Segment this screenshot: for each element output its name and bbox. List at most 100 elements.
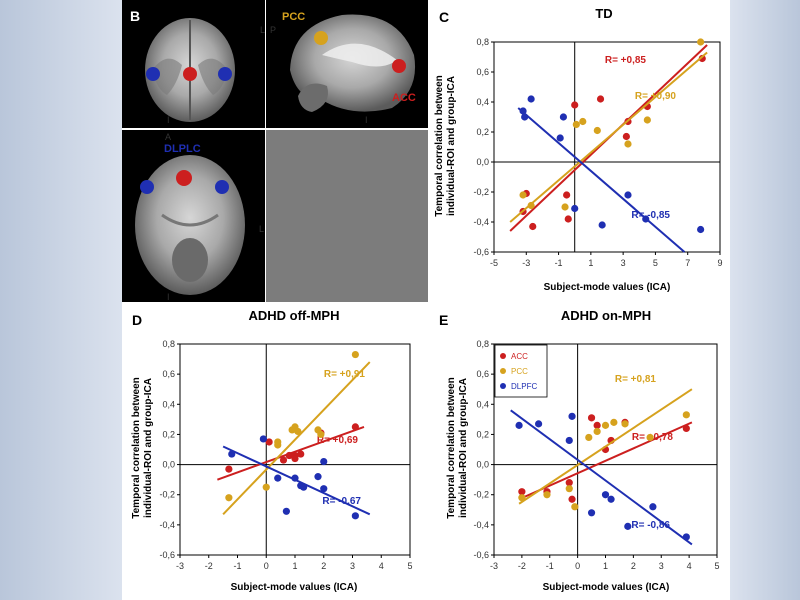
plot-e-dlpfc-point: [682, 533, 690, 541]
acc-roi-marker-axial: [176, 170, 192, 186]
plot-d-frame: [179, 343, 411, 556]
plot-d-dlpfc-point: [314, 473, 322, 481]
figure-svg: B L I PCC ACC P I DLPLC A L I -5 -3 -1 1 3 5 7…: [122, 0, 723, 593]
plot-d-pcc-point: [225, 494, 233, 502]
plot-e-ytick-label: 0,4: [476, 399, 489, 409]
plot-e-dlpfc-regression-line: [510, 409, 693, 546]
plot-c-pcc-point: [527, 201, 535, 210]
plot-d-dlpfc-point: [300, 483, 308, 491]
plot-c-pcc-point: [561, 203, 569, 211]
plot-e-dlpfc-point: [587, 509, 596, 517]
plot-c-acc-point: [596, 95, 605, 103]
plot-e-dlpfc-r-label: R= -0,86: [631, 520, 670, 531]
plot-d-dlpfc-point: [274, 474, 282, 482]
dlpfc-roi-marker-coronal-left: [146, 67, 160, 81]
plot-d-dlpfc-point: [228, 450, 236, 458]
plot-d-xtick-label: 2: [321, 561, 326, 571]
plot-c-td: -5 -3 -1 1 3 5 7 9 -0,6 -0,4 -0,2 0,0 0,2 0,4 0,6 0,8 C T…: [434, 6, 723, 293]
plot-e-xtick-label: -3: [490, 561, 498, 571]
plot-c-acc-point: [563, 191, 571, 199]
plot-c-pcc-point: [643, 116, 651, 124]
legend-marker-dlpfc: [500, 383, 506, 389]
plot-e-pcc-point: [621, 420, 629, 428]
orient-label-p: P: [270, 25, 276, 35]
plot-c-ytick-label: 0,6: [476, 67, 489, 77]
plot-e-pcc-point: [682, 411, 690, 419]
plot-e-ytick-label: 0,0: [476, 460, 489, 470]
plot-e-xtick-label: -1: [546, 561, 554, 571]
plot-e-acc-point: [568, 495, 576, 503]
plot-c-xtick-label: 1: [588, 258, 593, 268]
plot-c-frame: [493, 41, 721, 253]
plot-c-xtick-label: 9: [717, 258, 722, 268]
plot-c-pcc-regression-line: [509, 51, 708, 223]
plot-e-dlpfc-point: [515, 421, 523, 429]
plot-d-dlpfc-point: [259, 435, 267, 443]
plot-e-xtick-label: 2: [631, 561, 636, 571]
plot-c-title: TD: [595, 6, 612, 21]
slide-background-right: [730, 0, 800, 600]
plot-d-acc-point: [291, 454, 299, 463]
figure-canvas: B L I PCC ACC P I DLPLC A L I -5 -3 -1 1 3 5 7…: [122, 0, 730, 600]
plot-e-pcc-point: [601, 421, 610, 429]
plot-e-acc-point: [587, 414, 596, 422]
plot-d-ytick-label: 0,8: [162, 339, 175, 349]
plot-c-ytick-label: -0,2: [473, 187, 489, 197]
plot-d-dlpfc-point: [320, 457, 328, 466]
plot-e-dlpfc-point: [607, 495, 615, 503]
acc-roi-marker-sagittal: [392, 59, 406, 73]
plot-c-acc-point: [622, 132, 630, 141]
plot-e-pcc-point: [565, 485, 573, 493]
plot-d-ytick-label: -0,6: [159, 550, 175, 560]
plot-d-ytick-label: -0,4: [159, 520, 175, 530]
plot-e-legend: ACC PCC DLPFC: [494, 344, 548, 398]
panel-letter-b: B: [130, 8, 140, 24]
plot-c-pcc-point: [572, 120, 580, 129]
plot-e-acc-regression-line: [518, 421, 693, 501]
pcc-roi-marker: [314, 31, 328, 45]
plot-d-dlpfc-point: [351, 512, 359, 520]
plot-d-pcc-point: [294, 427, 302, 436]
plot-d-acc-point: [285, 451, 293, 460]
plot-c-dlpfc-point: [624, 191, 632, 199]
acc-roi-marker-coronal: [183, 67, 197, 81]
legend-label-dlpfc: DLPFC: [511, 382, 537, 391]
plot-d-ylabel-line: individual-ROI and group-ICA: [143, 378, 154, 518]
plot-c-pcc-point: [624, 140, 632, 148]
plot-d-dlpfc-point: [320, 485, 328, 493]
plot-e-ytick-label: 0,2: [476, 429, 489, 439]
plot-c-ytick-label: -0,6: [473, 247, 489, 257]
plot-c-ytick-label: 0,8: [476, 37, 489, 47]
plot-c-pcc-point: [697, 38, 705, 46]
plot-c-ytick-label: 0,4: [476, 97, 489, 107]
plot-d-pcc-r-label: R= +0,91: [324, 369, 366, 380]
plot-d-ytick-label: 0,0: [162, 460, 175, 470]
plot-c-acc-r-label: R= +0,85: [605, 55, 647, 66]
plot-e-acc-point: [518, 488, 526, 496]
legend-marker-acc: [500, 353, 506, 359]
plot-d-acc-point: [225, 465, 233, 473]
plot-e-pcc-point: [571, 503, 579, 511]
plot-d-pcc-point: [262, 483, 270, 491]
plot-c-acc-point: [564, 215, 572, 223]
orient-label-i3: I: [167, 292, 170, 302]
brain-coronal-detail-right: [198, 58, 228, 95]
plot-d-acc-point: [265, 438, 273, 446]
brain-panel: B L I PCC ACC P I DLPLC A L I: [122, 0, 428, 302]
orient-label-a: A: [165, 132, 171, 142]
plot-e-pcc-point: [585, 433, 593, 442]
plot-d-xtick-label: 3: [350, 561, 355, 571]
plot-e-xlabel: Subject-mode values (ICA): [543, 582, 670, 593]
legend-marker-pcc: [500, 368, 506, 374]
plot-e-pcc-point: [593, 427, 601, 436]
plot-c-acc-point: [529, 222, 537, 231]
plot-d-acc-r-label: R= +0,69: [317, 435, 359, 446]
plot-d-pcc-point: [351, 350, 359, 359]
plot-c-pcc-point: [593, 126, 601, 135]
plot-c-dlpfc-point: [527, 95, 535, 103]
orient-label-i1: I: [167, 115, 170, 125]
plot-c-dlpfc-r-label: R= -0,85: [631, 210, 670, 221]
plot-e-dlpfc-point: [601, 491, 610, 499]
plot-d-ytick-label: -0,2: [159, 490, 175, 500]
plot-c-ylabel-line: Temporal correlation between: [434, 75, 445, 217]
